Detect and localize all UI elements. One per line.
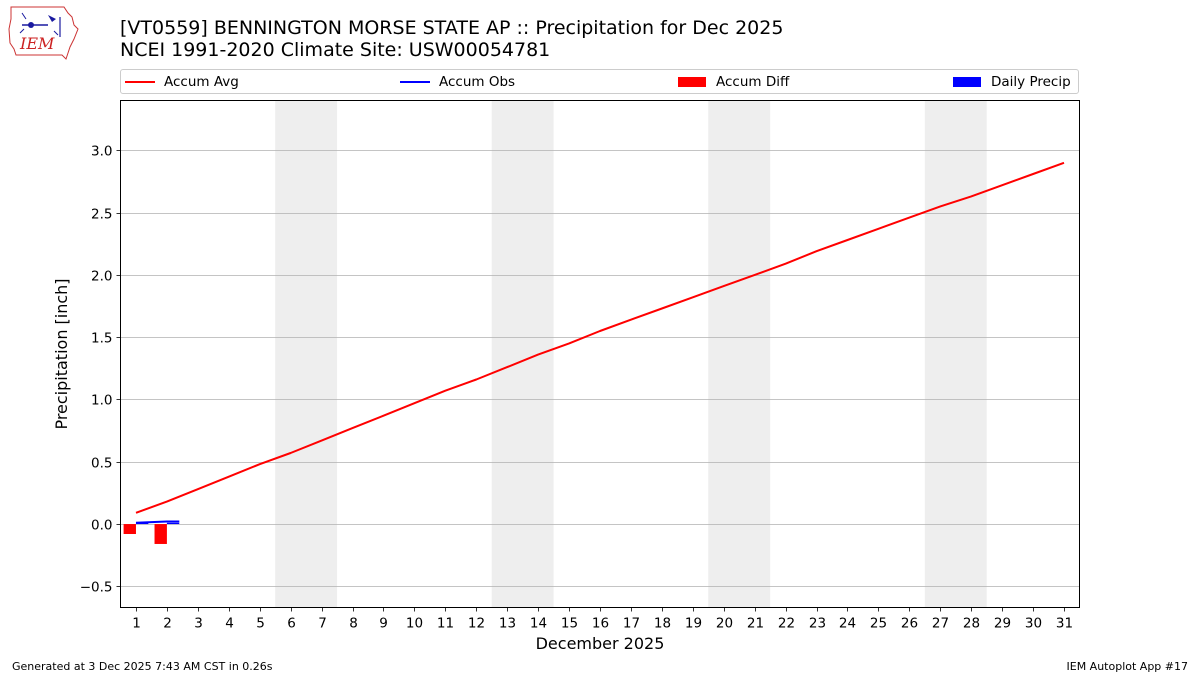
- x-tick-label: 16: [592, 616, 609, 632]
- x-tick-label: 5: [256, 616, 265, 632]
- legend-label: Daily Precip: [991, 73, 1071, 90]
- x-tick-label: 12: [468, 616, 485, 632]
- bars-layer: [123, 522, 180, 544]
- x-axis-label: December 2025: [536, 634, 665, 653]
- y-tick-label: 0.5: [91, 456, 112, 472]
- x-tick-label: 28: [963, 616, 980, 632]
- x-tick-label: 23: [809, 616, 826, 632]
- accum-avg-line: [135, 161, 1065, 514]
- x-tick-label: 11: [437, 616, 454, 632]
- y-tick-label: 1.5: [91, 331, 112, 347]
- weekend-band: [275, 100, 338, 608]
- x-tick-label: 19: [685, 616, 702, 632]
- weekend-band: [924, 100, 987, 608]
- weekend-bands: [275, 100, 987, 608]
- x-tick-label: 10: [406, 616, 423, 632]
- x-tick-label: 29: [994, 616, 1011, 632]
- x-tick-label: 24: [839, 616, 856, 632]
- x-tick-label: 31: [1056, 616, 1073, 632]
- accum-diff-bar: [154, 524, 167, 544]
- logo-text: IEM: [19, 34, 55, 53]
- chart-subtitle: NCEI 1991-2020 Climate Site: USW00054781: [120, 39, 551, 61]
- x-tick-label: 30: [1025, 616, 1042, 632]
- y-axis: −0.5 0.0 0.5 1.0 1.5 2.0 2.5 3.0: [80, 144, 121, 596]
- legend-item-accum-diff: Accum Diff: [678, 70, 789, 93]
- chart-legend: Accum Avg Accum Obs Accum Diff Daily Pre…: [120, 69, 1079, 94]
- y-tick-label: 2.0: [91, 269, 112, 285]
- x-tick-label: 22: [778, 616, 795, 632]
- x-tick-label: 9: [379, 616, 388, 632]
- x-tick-label: 20: [716, 616, 733, 632]
- x-tick-label: 17: [623, 616, 640, 632]
- accum-obs-line: [135, 520, 180, 524]
- legend-swatch: [953, 76, 981, 87]
- legend-swatch: [400, 80, 430, 83]
- x-tick-label: 1: [132, 616, 141, 632]
- x-tick-label: 13: [499, 616, 516, 632]
- footer-app: IEM Autoplot App #17: [1066, 660, 1189, 673]
- title-block: [VT0559] BENNINGTON MORSE STATE AP :: Pr…: [120, 17, 783, 61]
- iem-logo-icon: IEM: [8, 6, 79, 60]
- weekend-band: [491, 100, 554, 608]
- x-tick-label: 2: [163, 616, 172, 632]
- x-tick-label: 15: [561, 616, 578, 632]
- legend-item-daily-precip: Daily Precip: [953, 70, 1071, 93]
- y-tick-label: −0.5: [80, 580, 113, 596]
- x-tick-label: 21: [747, 616, 764, 632]
- x-tick-label: 26: [901, 616, 918, 632]
- x-tick-label: 25: [870, 616, 887, 632]
- x-tick-label: 4: [225, 616, 234, 632]
- x-tick-label: 7: [318, 616, 327, 632]
- y-gridlines: [120, 150, 1080, 587]
- y-axis-label: Precipitation [inch]: [52, 278, 71, 429]
- legend-item-accum-avg: Accum Avg: [125, 70, 239, 93]
- legend-label: Accum Obs: [439, 73, 516, 90]
- x-tick-label: 27: [932, 616, 949, 632]
- lines-layer: [135, 161, 1065, 524]
- y-tick-label: 1.0: [91, 393, 112, 409]
- x-tick-label: 14: [530, 616, 547, 632]
- legend-swatch: [678, 76, 706, 87]
- x-tick-label: 6: [287, 616, 296, 632]
- legend-item-accum-obs: Accum Obs: [400, 70, 515, 93]
- chart-title: [VT0559] BENNINGTON MORSE STATE AP :: Pr…: [120, 17, 784, 39]
- y-tick-label: 3.0: [91, 144, 112, 160]
- footer-generated: Generated at 3 Dec 2025 7:43 AM CST in 0…: [12, 660, 273, 673]
- x-tick-label: 18: [654, 616, 671, 632]
- accum-diff-bar: [123, 524, 136, 535]
- weekend-band: [708, 100, 771, 608]
- legend-swatch: [125, 80, 155, 83]
- x-tick-label: 3: [194, 616, 203, 632]
- y-tick-label: 2.5: [91, 207, 112, 223]
- legend-label: Accum Diff: [716, 73, 790, 90]
- legend-label: Accum Avg: [164, 73, 239, 90]
- y-tick-label: 0.0: [91, 518, 112, 534]
- daily-precip-bar: [166, 522, 180, 525]
- x-tick-label: 8: [349, 616, 358, 632]
- x-axis: 1 2 3 4 5 6 7 8 9 10 11 12 13 14 15 16 17 18 19 20 21 22 23 24 2…: [132, 607, 1073, 632]
- plot-frame: [120, 100, 1080, 608]
